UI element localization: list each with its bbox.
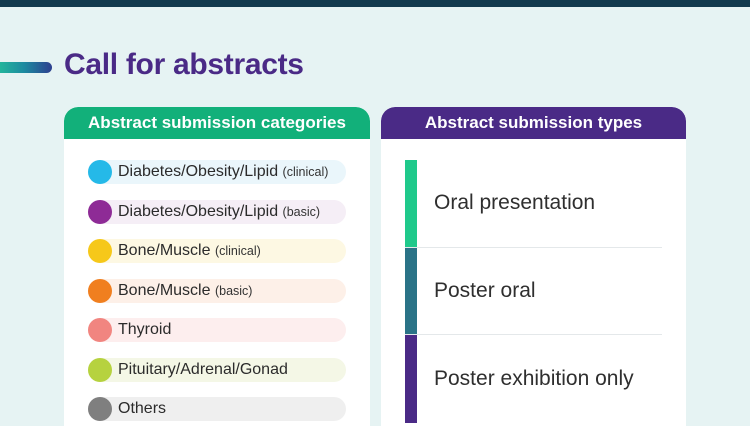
category-item: Thyroid bbox=[88, 318, 346, 342]
types-card: Abstract submission types Oral presentat… bbox=[381, 107, 686, 426]
categories-card: Abstract submission categories Diabetes/… bbox=[64, 107, 370, 426]
category-item: Bone/Muscle (clinical) bbox=[88, 239, 346, 263]
type-label: Poster exhibition only bbox=[434, 366, 634, 390]
category-color-dot-icon bbox=[88, 397, 112, 421]
categories-header: Abstract submission categories bbox=[64, 107, 370, 139]
category-sublabel: (basic) bbox=[282, 204, 321, 219]
category-label: Diabetes/Obesity/Lipid bbox=[118, 202, 279, 220]
category-list: Diabetes/Obesity/Lipid (clinical) Diabet… bbox=[88, 160, 346, 426]
type-item: Poster oral bbox=[405, 247, 662, 335]
type-color-bar bbox=[405, 160, 417, 247]
category-label: Pituitary/Adrenal/Gonad bbox=[118, 360, 288, 378]
category-color-dot-icon bbox=[88, 199, 112, 224]
category-sublabel: (basic) bbox=[214, 283, 253, 298]
category-color-dot-icon bbox=[88, 239, 112, 263]
category-label: Diabetes/Obesity/Lipid bbox=[118, 163, 279, 180]
category-text: Bone/Muscle (basic) bbox=[118, 282, 252, 300]
category-color-dot-icon bbox=[88, 318, 112, 342]
type-item: Poster exhibition only bbox=[405, 335, 662, 423]
category-color-dot-icon bbox=[88, 278, 112, 303]
category-sublabel: (clinical) bbox=[214, 244, 261, 258]
category-text: Diabetes/Obesity/Lipid (basic) bbox=[118, 203, 320, 221]
category-color-dot-icon bbox=[88, 357, 112, 382]
top-bar bbox=[0, 0, 750, 7]
category-item: Diabetes/Obesity/Lipid (basic) bbox=[88, 199, 346, 224]
category-text: Diabetes/Obesity/Lipid (clinical) bbox=[118, 163, 328, 181]
type-color-bar bbox=[405, 335, 417, 423]
category-text: Thyroid bbox=[118, 321, 171, 339]
category-label: Others bbox=[118, 400, 167, 417]
type-label: Oral presentation bbox=[434, 191, 596, 215]
category-color-dot-icon bbox=[88, 160, 112, 184]
category-label: Thyroid bbox=[118, 321, 172, 338]
type-color-bar bbox=[405, 247, 417, 334]
category-item: Others bbox=[88, 397, 346, 421]
category-label: Bone/Muscle bbox=[118, 281, 211, 299]
type-item: Oral presentation bbox=[405, 160, 662, 248]
page-title: Call for abstracts bbox=[64, 48, 304, 81]
category-sublabel: (clinical) bbox=[282, 165, 329, 179]
type-label: Poster oral bbox=[434, 278, 536, 302]
category-label: Bone/Muscle bbox=[118, 242, 211, 259]
title-accent-bar bbox=[0, 62, 52, 73]
category-text: Bone/Muscle (clinical) bbox=[118, 242, 261, 260]
category-item: Diabetes/Obesity/Lipid (clinical) bbox=[88, 160, 346, 184]
category-item: Pituitary/Adrenal/Gonad bbox=[88, 357, 346, 382]
category-text: Others bbox=[118, 400, 166, 418]
types-header: Abstract submission types bbox=[381, 107, 686, 139]
type-list: Oral presentation Poster oral Poster exh… bbox=[405, 160, 662, 423]
category-item: Bone/Muscle (basic) bbox=[88, 278, 346, 303]
category-text: Pituitary/Adrenal/Gonad bbox=[118, 361, 288, 379]
